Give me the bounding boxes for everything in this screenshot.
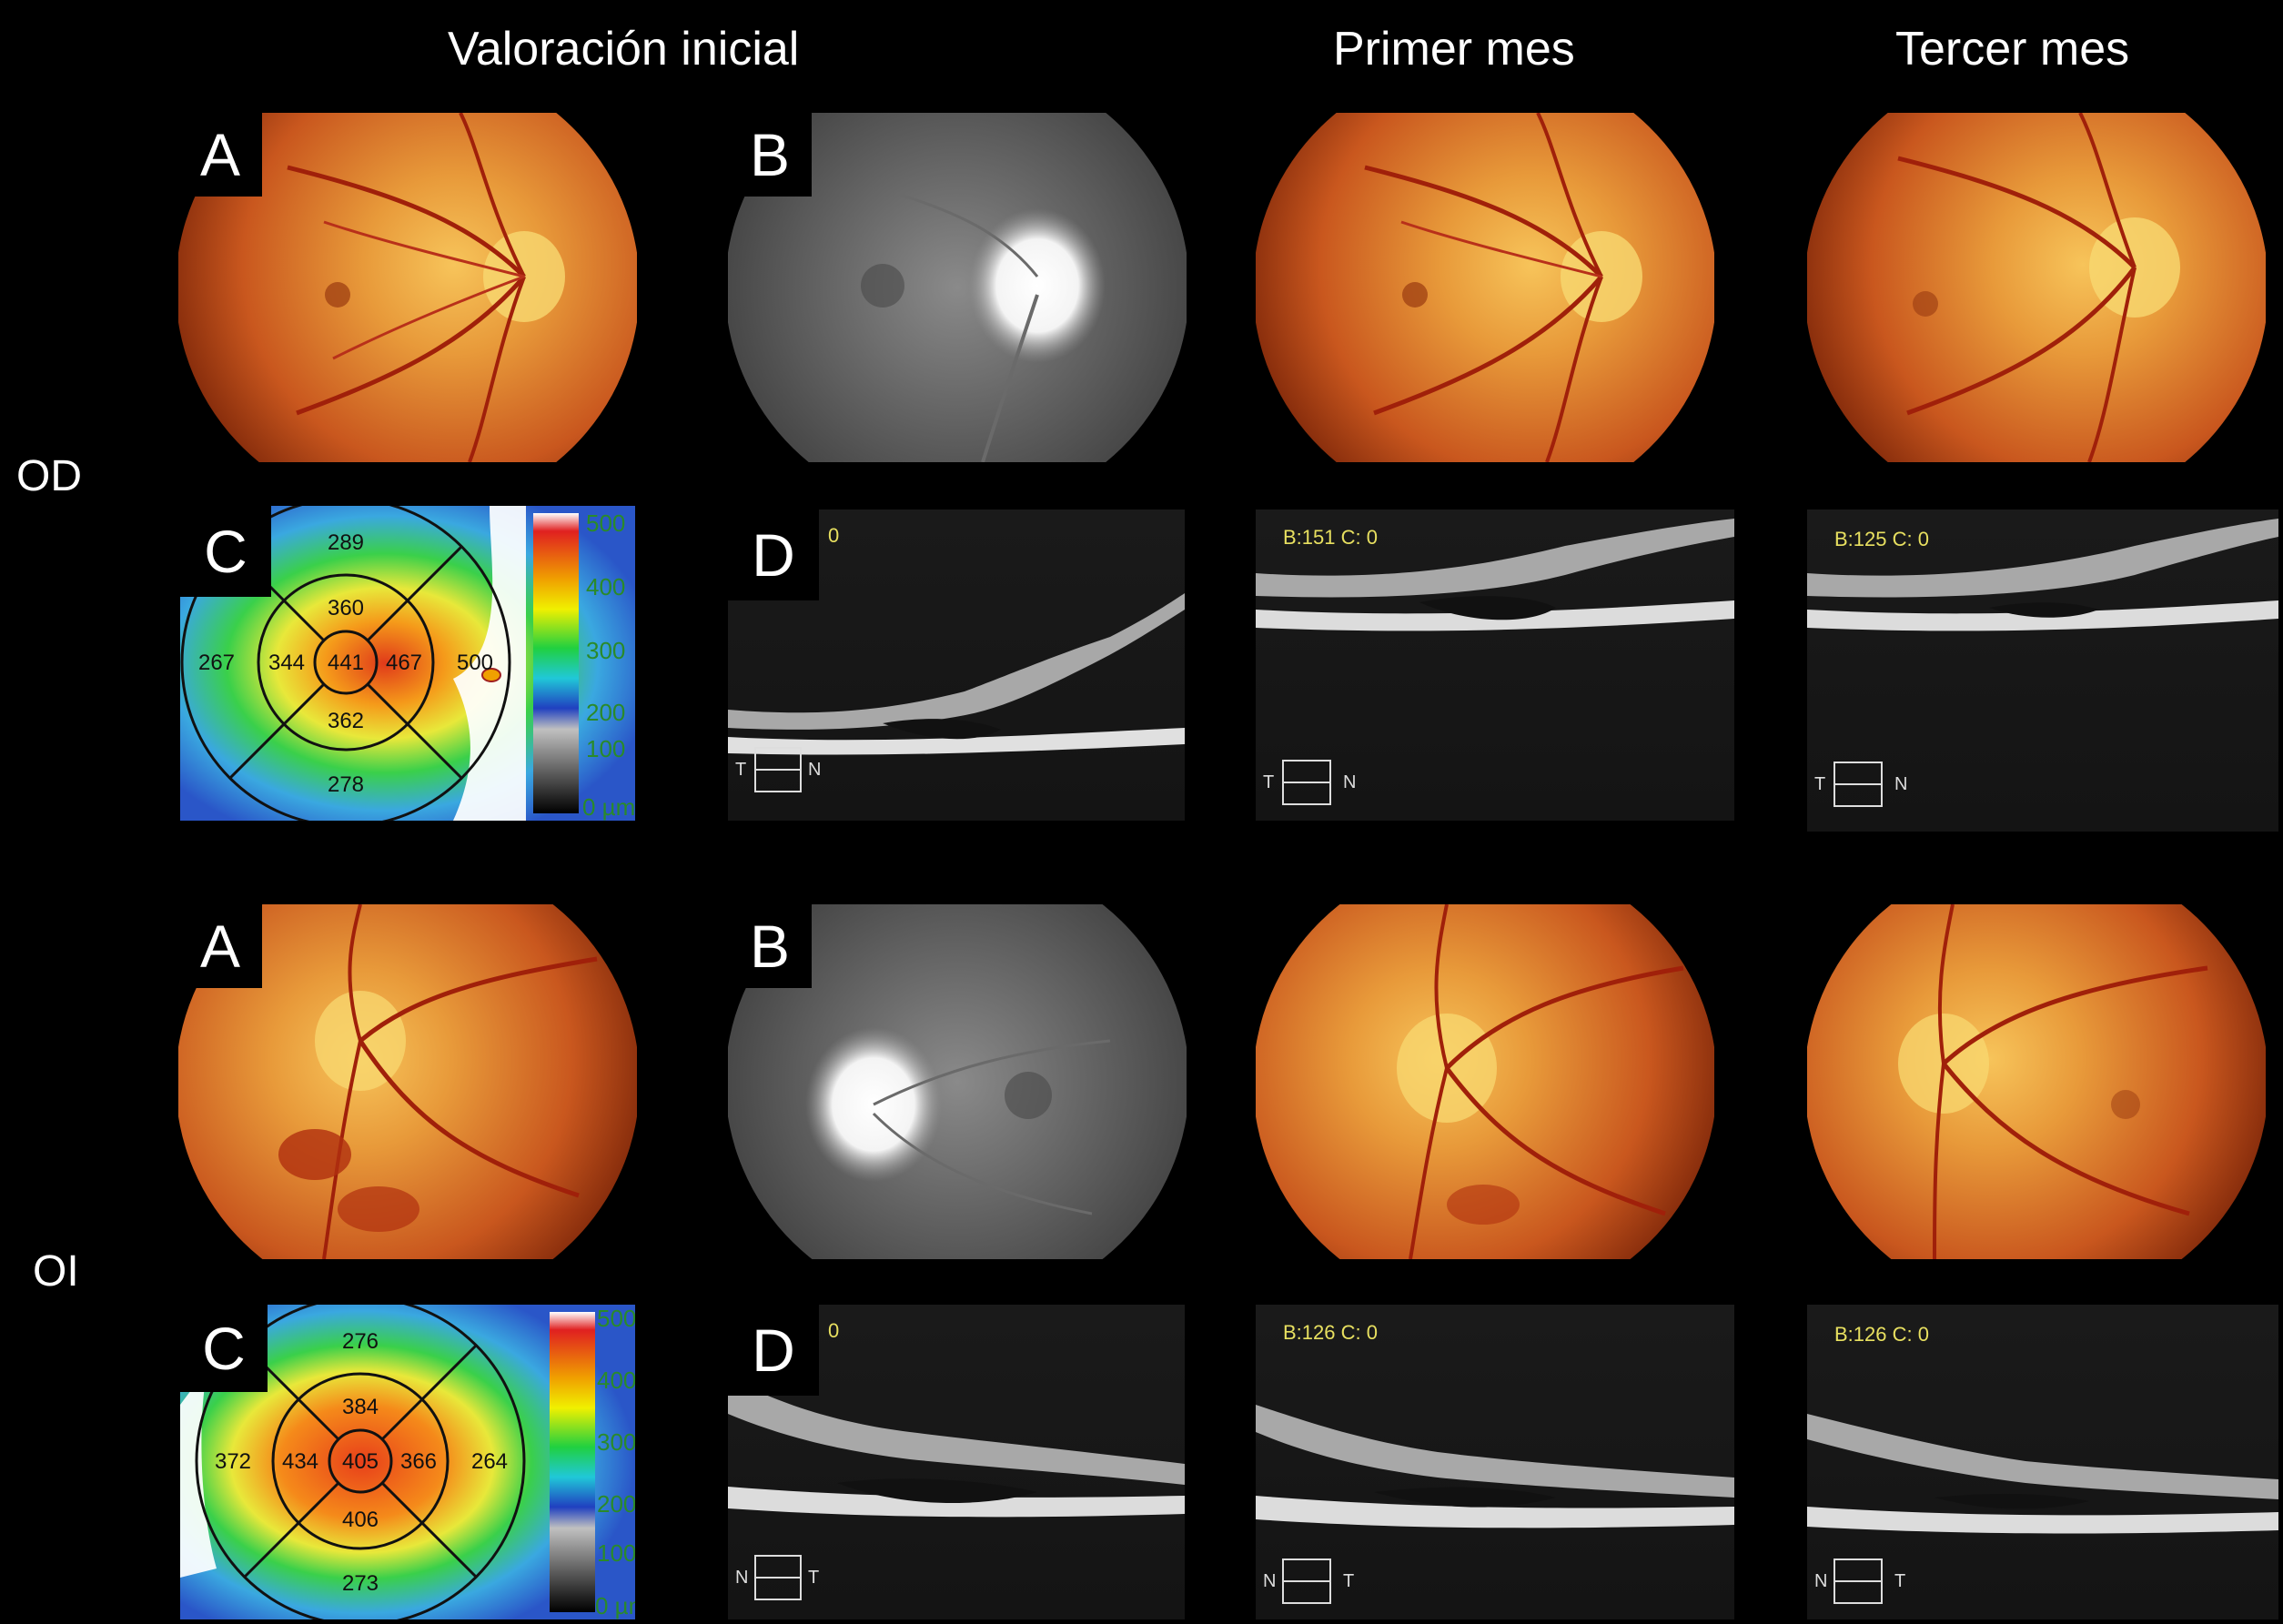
od-map-temporal-inner: 344 — [268, 651, 305, 675]
od-map-center: 441 — [328, 651, 364, 675]
angiography-od-initial: B — [728, 113, 1187, 462]
od-scale-300: 300 — [586, 637, 625, 664]
oi-oct-m1-orient-left: N — [1263, 1571, 1276, 1591]
panel-letter-b-oi: B — [728, 904, 812, 988]
panel-letter-d-od: D — [728, 509, 819, 600]
oct-scan-oi-month1: B:126 C: 0 N T — [1256, 1305, 1734, 1619]
oi-oct-initial-orient-right: T — [808, 1568, 819, 1588]
thickness-map-od: 289 360 267 344 441 467 500 362 278 500 … — [180, 506, 635, 821]
oi-oct-m3-code: B:126 C: 0 — [1834, 1323, 1929, 1346]
oct-scan-od-month1: B:151 C: 0 T N — [1256, 509, 1734, 821]
oi-map-nasal-outer: 264 — [471, 1449, 508, 1474]
oi-scale-100: 100 — [597, 1539, 635, 1567]
eye-label-oi: OI — [33, 1247, 79, 1296]
fundus-photo-oi-initial: A — [178, 904, 637, 1259]
od-map-nasal-outer: 500 — [457, 651, 493, 675]
od-map-temporal-outer: 267 — [198, 651, 235, 675]
panel-letter-c-od: C — [180, 506, 271, 597]
oi-scale-0: 0 µm — [595, 1592, 635, 1619]
oi-oct-m1-code: B:126 C: 0 — [1283, 1321, 1378, 1344]
eye-label-od: OD — [16, 452, 82, 500]
header-initial: Valoración inicial — [448, 23, 800, 76]
oct-scan-od-initial: 0 T N D — [728, 509, 1185, 821]
od-oct-m3-code: B:125 C: 0 — [1834, 528, 1929, 550]
oct-scan-od-month3: B:125 C: 0 T N — [1807, 509, 2278, 832]
thickness-map-oi: 276 384 372 434 405 366 264 406 273 500 … — [180, 1305, 635, 1619]
od-scale-0: 0 µm — [582, 793, 635, 821]
od-oct-initial-code: 0 — [828, 524, 839, 547]
od-scale-500: 500 — [586, 509, 625, 537]
oi-map-center: 405 — [342, 1449, 379, 1474]
oi-oct-m3-orient-right: T — [1894, 1571, 1905, 1591]
oi-map-inferior-outer: 273 — [342, 1571, 379, 1596]
od-oct-m1-code: B:151 C: 0 — [1283, 526, 1378, 549]
fundus-photo-od-month1 — [1256, 113, 1714, 462]
od-oct-initial-orient-right: N — [808, 760, 821, 780]
fundus-photo-od-month3 — [1807, 113, 2266, 462]
oi-map-superior-outer: 276 — [342, 1329, 379, 1354]
oi-oct-m1-orient-right: T — [1343, 1571, 1354, 1591]
oi-map-inferior-inner: 406 — [342, 1508, 379, 1532]
panel-letter-a-oi: A — [178, 904, 262, 988]
oi-map-superior-inner: 384 — [342, 1395, 379, 1419]
oct-scan-oi-initial: 0 N T D — [728, 1305, 1185, 1619]
oct-scan-oi-month3: B:126 C: 0 N T — [1807, 1305, 2278, 1619]
header-third-month: Tercer mes — [1895, 23, 2130, 76]
od-oct-m3-orient-right: N — [1894, 774, 1907, 794]
oi-scale-200: 200 — [597, 1490, 635, 1518]
panel-letter-a-od: A — [178, 113, 262, 197]
oi-scale-300: 300 — [597, 1428, 635, 1456]
oi-map-temporal-outer: 372 — [215, 1449, 251, 1474]
angiography-oi-initial: B — [728, 904, 1187, 1259]
od-map-superior-outer: 289 — [328, 530, 364, 555]
oi-oct-initial-code: 0 — [828, 1319, 839, 1342]
panel-letter-b-od: B — [728, 113, 812, 197]
fundus-photo-oi-month3 — [1807, 904, 2266, 1259]
fundus-photo-oi-month1 — [1256, 904, 1714, 1259]
oi-map-temporal-inner: 434 — [282, 1449, 318, 1474]
od-oct-m3-orient-left: T — [1814, 774, 1825, 794]
od-scale-200: 200 — [586, 699, 625, 726]
header-first-month: Primer mes — [1333, 23, 1575, 76]
od-oct-initial-orient-left: T — [735, 760, 746, 780]
od-scale-100: 100 — [586, 735, 625, 762]
oi-oct-m3-orient-left: N — [1814, 1571, 1827, 1591]
od-map-inferior-outer: 278 — [328, 772, 364, 797]
oi-map-nasal-inner: 366 — [400, 1449, 437, 1474]
oi-oct-initial-orient-left: N — [735, 1568, 748, 1588]
od-map-inferior-inner: 362 — [328, 709, 364, 733]
od-oct-m1-orient-left: T — [1263, 772, 1274, 792]
od-scale-400: 400 — [586, 573, 625, 600]
od-oct-m1-orient-right: N — [1343, 772, 1356, 792]
oi-scale-400: 400 — [597, 1367, 635, 1394]
fundus-photo-od-initial: A — [178, 113, 637, 462]
panel-letter-d-oi: D — [728, 1305, 819, 1396]
od-map-superior-inner: 360 — [328, 596, 364, 620]
oi-scale-500: 500 — [597, 1305, 635, 1332]
panel-letter-c-oi: C — [180, 1305, 268, 1392]
od-map-nasal-inner: 467 — [386, 651, 422, 675]
